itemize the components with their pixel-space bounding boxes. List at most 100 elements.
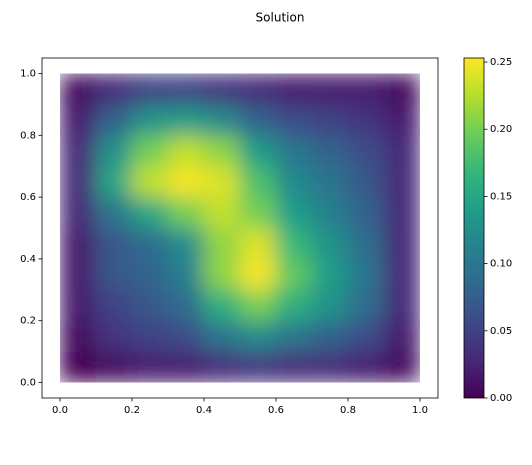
x-tick-label: 0.0: [52, 405, 68, 416]
heatmap-cell: [131, 320, 169, 353]
heatmap-cell: [131, 73, 169, 105]
heatmap-cell: [347, 289, 385, 322]
heatmap-cell: [95, 165, 133, 198]
heatmap-cell: [311, 73, 349, 105]
heatmap-cell: [167, 289, 205, 322]
heatmap-cell: [203, 227, 241, 260]
heatmap-cell: [167, 351, 205, 383]
y-tick-label: 0.6: [20, 192, 36, 203]
heatmap-cell: [311, 289, 349, 322]
heatmap-cell: [131, 258, 169, 291]
heatmap-cell: [60, 73, 97, 105]
heatmap-cell: [131, 196, 169, 229]
heatmap-cell: [239, 196, 277, 229]
heatmap-cell: [60, 134, 97, 167]
heatmap-cell: [95, 73, 133, 105]
heatmap-cell: [167, 258, 205, 291]
y-tick-label: 1.0: [20, 68, 36, 79]
chart-title: Solution: [256, 11, 305, 25]
colorbar-tick-label: 0.00: [490, 393, 512, 404]
heatmap-cell: [239, 165, 277, 198]
heatmap-cell: [131, 103, 169, 136]
heatmap-cell: [60, 165, 97, 198]
heatmap-cell: [131, 165, 169, 198]
heatmap-cell: [60, 227, 97, 260]
heatmap-cell: [203, 351, 241, 383]
heatmap-cell: [203, 165, 241, 198]
heatmap-cell: [239, 258, 277, 291]
heatmap-cell: [203, 73, 241, 105]
heatmap-cell: [95, 227, 133, 260]
heatmap-cell: [311, 134, 349, 167]
heatmap-cell: [95, 320, 133, 353]
heatmap-cell: [95, 258, 133, 291]
heatmap-cell: [311, 351, 349, 383]
heatmap-cell: [239, 289, 277, 322]
x-tick-label: 0.6: [268, 405, 284, 416]
heatmap-cell: [95, 289, 133, 322]
heatmap-cell: [203, 134, 241, 167]
heatmap-cell: [275, 351, 313, 383]
heatmap-cell: [239, 227, 277, 260]
heatmap-cell: [275, 320, 313, 353]
heatmap-cell: [167, 227, 205, 260]
heatmap-cell: [311, 320, 349, 353]
heatmap-cell: [60, 258, 97, 291]
colorbar: [463, 57, 485, 399]
heatmap-cell: [60, 103, 97, 136]
heatmap-cell: [131, 351, 169, 383]
x-tick-label: 1.0: [412, 405, 428, 416]
heatmap-cell: [311, 227, 349, 260]
heatmap-cell: [167, 103, 205, 136]
heatmap-cell: [275, 134, 313, 167]
heatmap-cell: [311, 103, 349, 136]
heatmap-cell: [203, 258, 241, 291]
heatmap-cell: [383, 165, 420, 198]
heatmap-cell: [239, 103, 277, 136]
heatmap-cell: [95, 134, 133, 167]
heatmap-cell: [60, 196, 97, 229]
heatmap-cell: [383, 320, 420, 353]
heatmap-cell: [347, 320, 385, 353]
heatmap-cell: [311, 196, 349, 229]
heatmap-cell: [203, 103, 241, 136]
heatmap-cell: [131, 289, 169, 322]
x-tick-label: 0.4: [196, 405, 212, 416]
heatmap-cell: [347, 227, 385, 260]
heatmap-cell: [131, 134, 169, 167]
heatmap-cell: [167, 320, 205, 353]
heatmap-cell: [275, 73, 313, 105]
heatmap-cell: [383, 134, 420, 167]
heatmap-cell: [95, 103, 133, 136]
colorbar-tick-label: 0.20: [490, 124, 512, 135]
heatmap-cell: [347, 258, 385, 291]
heatmap-cell: [95, 351, 133, 383]
heatmap-cell: [347, 73, 385, 105]
heatmap-cell: [347, 134, 385, 167]
heatmap-cell: [275, 289, 313, 322]
axes-frame: [41, 57, 439, 399]
colorbar-tick-label: 0.10: [490, 259, 512, 270]
y-tick-label: 0.0: [20, 378, 36, 389]
x-tick-label: 0.2: [124, 405, 140, 416]
heatmap-cell: [383, 73, 420, 105]
heatmap-cell: [239, 351, 277, 383]
heatmap-cell: [383, 289, 420, 322]
heatmap-cell: [239, 73, 277, 105]
heatmap-cell: [347, 351, 385, 383]
heatmap-cell: [383, 196, 420, 229]
colorbar-tick-label: 0.25: [490, 57, 512, 68]
heatmap-cell: [60, 351, 97, 383]
heatmap-cell: [347, 165, 385, 198]
heatmap-cell: [275, 196, 313, 229]
heatmap-cell: [203, 196, 241, 229]
heatmap-cell: [167, 134, 205, 167]
heatmap-cell: [383, 351, 420, 383]
heatmap-cell: [383, 103, 420, 136]
heatmap-cell: [383, 258, 420, 291]
heatmap-cell: [60, 320, 97, 353]
heatmap-cell: [275, 227, 313, 260]
heatmap-cell: [275, 165, 313, 198]
heatmap-cell: [203, 320, 241, 353]
